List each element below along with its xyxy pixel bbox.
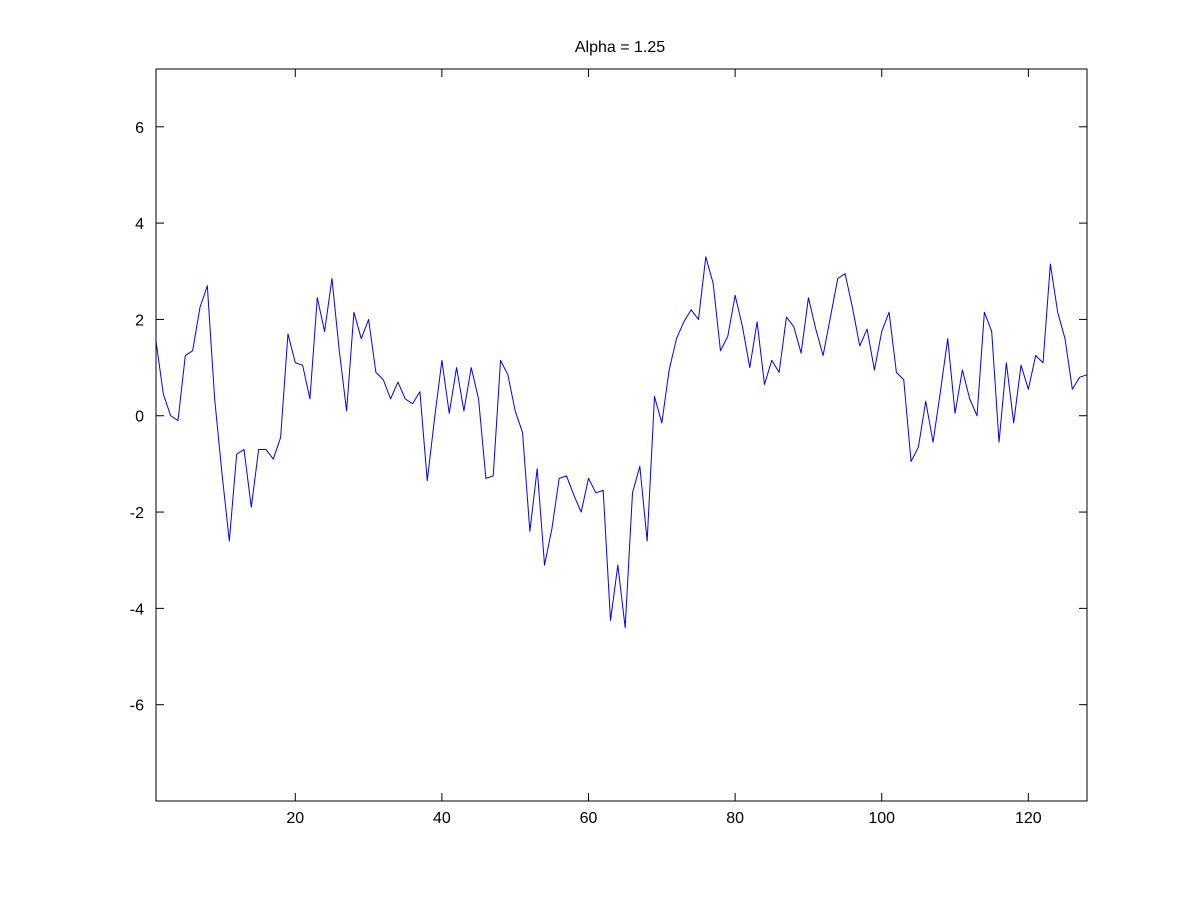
y-tick-label: 6 bbox=[135, 120, 144, 137]
x-tick-label: 20 bbox=[286, 810, 304, 827]
y-tick-label: 2 bbox=[135, 312, 144, 329]
x-tick-label: 100 bbox=[868, 810, 895, 827]
x-tick-label: 40 bbox=[433, 810, 451, 827]
x-tick-label: 60 bbox=[580, 810, 598, 827]
plot-area-frame bbox=[155, 68, 1088, 802]
chart-title: Alpha = 1.25 bbox=[575, 39, 665, 56]
y-tick-label: 0 bbox=[135, 409, 144, 426]
y-tick-label: 4 bbox=[135, 216, 144, 233]
y-tick-label: -4 bbox=[130, 601, 144, 618]
y-tick-label: -2 bbox=[130, 505, 144, 522]
axis-ticks: 20 40 60 80 100 120 -6 -4 -2 0 2 4 6 bbox=[130, 69, 1087, 827]
series-layer bbox=[155, 256, 1088, 629]
x-tick-label: 80 bbox=[726, 810, 744, 827]
y-tick-label: -6 bbox=[130, 698, 144, 715]
series-line bbox=[155, 256, 1088, 629]
x-tick-label: 120 bbox=[1015, 810, 1042, 827]
